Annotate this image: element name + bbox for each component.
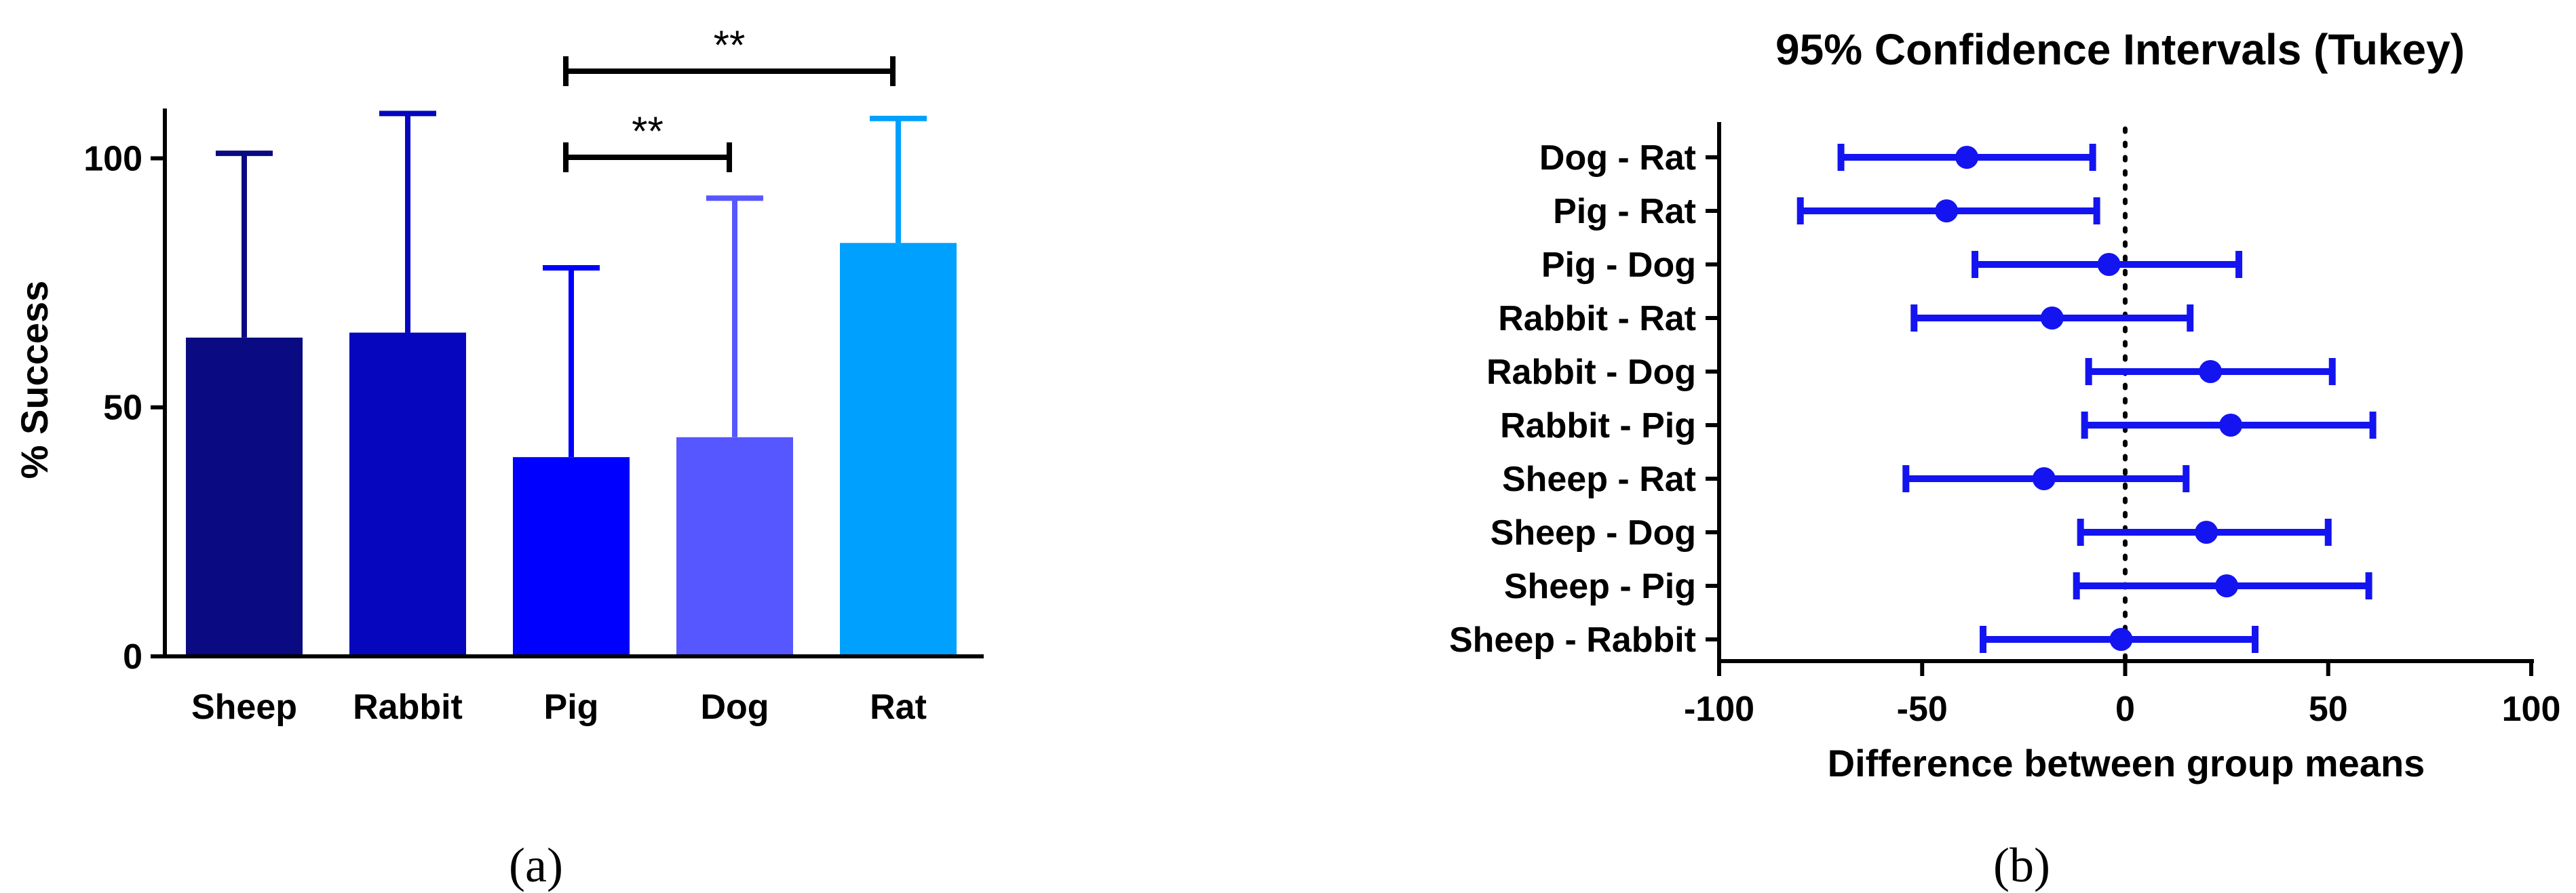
significance-label-2: **	[714, 22, 746, 68]
x-ticklabel-dog: Dog	[700, 688, 769, 727]
x-ticklabel-pig: Pig	[544, 688, 599, 727]
bars-group	[186, 111, 957, 656]
y-ticklabel-100: 100	[83, 139, 142, 178]
chart-title: 95% Confidence Intervals (Tukey)	[1775, 25, 2465, 74]
bar-chart-panel: % Success 0 50 100 Sheep Rabbit Pig Dog Rat **…	[13, 22, 984, 892]
ci-mean-sheep-dog	[2195, 521, 2218, 544]
ci-x-ticklabel-100: 100	[2502, 690, 2561, 729]
ci-mean-dog-rat	[1955, 146, 1979, 169]
ci-mean-rabbit-dog	[2199, 360, 2223, 383]
bar-pig	[513, 457, 630, 656]
ci-x-ticklabel-0: 0	[2115, 690, 2135, 729]
ci-label-pig-rat: Pig - Rat	[1553, 192, 1696, 231]
bar-chart-axes	[163, 108, 984, 658]
ci-x-ticklabel-100: -100	[1684, 690, 1754, 729]
ci-label-sheep-rat: Sheep - Rat	[1502, 460, 1696, 499]
y-ticklabel-50: 50	[103, 389, 142, 428]
ci-label-rabbit-rat: Rabbit - Rat	[1498, 299, 1696, 338]
bar-rabbit	[349, 332, 466, 656]
ci-x-ticklabel-50: 50	[2309, 690, 2348, 729]
ci-x-ticks-group: -100 -50 0 50 100	[1684, 661, 2560, 729]
ci-label-dog-rat: Dog - Rat	[1539, 138, 1696, 178]
panel-label-b: (b)	[1993, 838, 2050, 892]
ci-mean-pig-dog	[2097, 253, 2121, 276]
ci-mean-rabbit-pig	[2219, 414, 2243, 437]
ci-label-pig-dog: Pig - Dog	[1541, 245, 1696, 285]
bar-sheep	[186, 337, 303, 656]
ci-mean-pig-rat	[1935, 199, 1959, 222]
ci-mean-sheep-rabbit	[2109, 628, 2133, 651]
ci-label-sheep-pig: Sheep - Pig	[1504, 567, 1696, 606]
ci-label-sheep-rabbit: Sheep - Rabbit	[1449, 620, 1696, 660]
y-axis-label: % Success	[13, 281, 56, 479]
ci-mean-sheep-rat	[2032, 467, 2056, 490]
ci-x-ticklabel-50: -50	[1897, 690, 1948, 729]
ci-label-rabbit-dog: Rabbit - Dog	[1486, 353, 1696, 392]
ci-mean-sheep-pig	[2215, 574, 2239, 597]
y-ticklabel-0: 0	[123, 637, 142, 677]
confidence-interval-panel: 95% Confidence Intervals (Tukey) -100 -50…	[1449, 25, 2560, 892]
panel-label-a: (a)	[509, 838, 563, 892]
bar-rat	[840, 243, 957, 656]
intervals-group	[1796, 144, 2377, 653]
x-ticklabels-group: Sheep Rabbit Pig Dog Rat	[191, 688, 927, 727]
ci-label-sheep-dog: Sheep - Dog	[1491, 513, 1696, 553]
significance-label-1: **	[632, 108, 664, 154]
x-ticklabel-rat: Rat	[870, 688, 927, 727]
bar-dog	[676, 437, 793, 656]
ci-label-rabbit-pig: Rabbit - Pig	[1500, 406, 1696, 445]
ci-mean-rabbit-rat	[2040, 306, 2064, 330]
x-ticklabel-sheep: Sheep	[191, 688, 297, 727]
y-ticks-group: 0 50 100	[83, 139, 165, 677]
ci-x-axis-label: Difference between group means	[1828, 742, 2425, 785]
x-ticklabel-rabbit: Rabbit	[353, 688, 463, 727]
ci-comparison-labels: Dog - Rat Pig - Rat Pig - Dog Rabbit - Rat R…	[1449, 138, 1719, 660]
significance-brackets: ** **	[563, 22, 896, 172]
